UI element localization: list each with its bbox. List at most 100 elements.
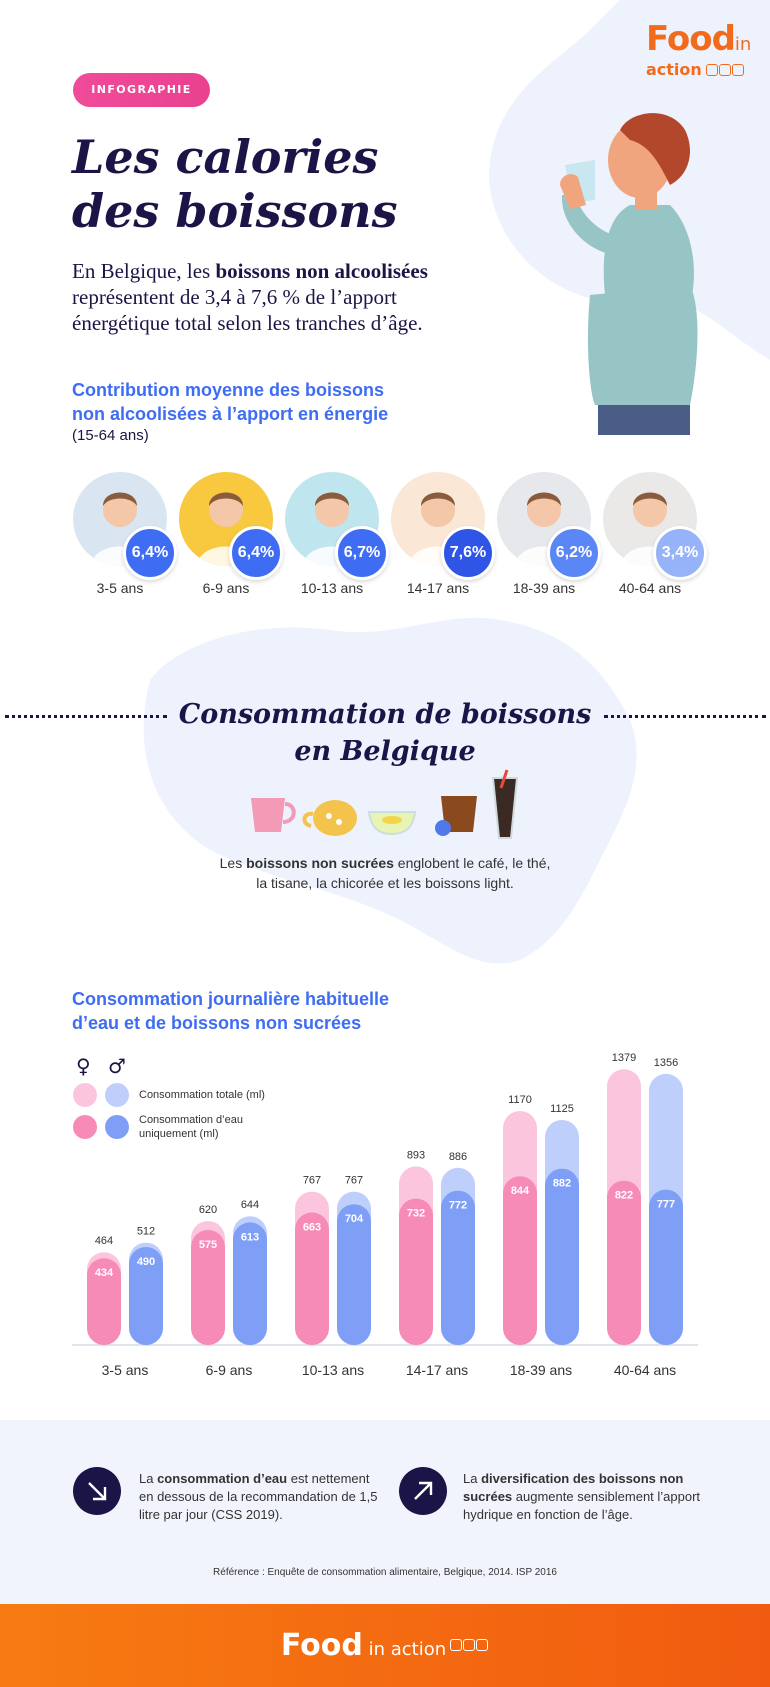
bar-male-water [441,1190,475,1345]
contribution-value-badge: 6,2% [547,526,601,580]
intro-bold: boissons non alcoolisées [215,259,428,283]
label-male-total: 644 [241,1199,259,1211]
age-label: 18-39 ans [512,580,576,596]
brand-line2: action [646,60,702,79]
notes-band [0,1420,770,1604]
brand-logo: Foodin action [646,22,751,79]
label-female-total: 893 [407,1149,425,1161]
div-note-part2: augmente sensiblement l’apport hydrique … [463,1489,701,1522]
label-female-total: 620 [199,1204,217,1216]
age-item: 6,4% 6-9 ans [179,472,285,596]
person-drinking-illustration [560,113,698,435]
water-note-part1: La [139,1471,158,1486]
bar-female-water [87,1258,121,1345]
bar-male-water [337,1204,371,1345]
x-tick-label: 40-64 ans [614,1362,676,1378]
footer-brand-name: Food [280,1628,363,1663]
bar-female-water [503,1176,537,1345]
label-female-total: 464 [95,1235,113,1247]
note-part1: Les [219,855,247,871]
age-item: 7,6% 14-17 ans [391,472,497,596]
label-male-water: 882 [553,1178,571,1190]
footer-brand-suffix: in action [368,1639,447,1660]
legend-swatch-male-water [105,1115,129,1139]
label-male-water: 613 [241,1231,259,1243]
contribution-title-line2: non alcoolisées à l’apport en énergie [72,404,389,424]
chart-title-line1: Consommation journalière habituelle [72,989,390,1009]
contribution-value-badge: 6,7% [335,526,389,580]
bar-male-water [129,1247,163,1345]
legend-swatch-female-water [73,1115,97,1139]
label-male-total: 512 [137,1226,155,1238]
label-female-total: 1170 [508,1094,532,1106]
note-part2: englobent le café, le thé, [393,855,551,871]
tea-glass-icon [367,811,417,836]
brand-name: Food [646,19,736,59]
bar-female-water [607,1180,641,1345]
consumption-title: Consommation de boissons en Belgique [0,696,770,770]
bar-male-water [649,1189,683,1345]
age-label: 14-17 ans [406,580,470,596]
label-male-water: 772 [449,1200,467,1212]
contribution-subtitle: (15-64 ans) [72,427,149,444]
diversification-note: La diversification des boissons non sucr… [463,1470,708,1524]
consumption-title-line2: en Belgique [294,736,476,767]
coffee-cup-icon [251,798,296,832]
contribution-value-badge: 7,6% [441,526,495,580]
x-tick-label: 10-13 ans [302,1362,364,1378]
label-female-water: 434 [95,1267,114,1279]
bar-female-water [295,1212,329,1345]
brand-name-suffix: in [734,34,752,55]
brand-rings-icon [705,63,745,79]
label-male-water: 704 [345,1213,364,1225]
consumption-note: Les boissons non sucrées englobent le ca… [0,853,770,893]
label-male-total: 1356 [654,1057,678,1069]
water-note-bold: consommation d’eau [157,1471,288,1486]
label-female-water: 822 [615,1190,633,1202]
child-photo [391,472,485,566]
divider-left [5,715,167,718]
legend-swatch-female-total [73,1083,97,1107]
div-note-bold: diversification des boissons non sucrées [463,1471,684,1504]
legend-water-label: Consommation d’eau uniquement (ml) [139,1113,243,1141]
title-line-2: des boissons [72,184,398,238]
label-female-total: 767 [303,1175,321,1187]
note-bold: boissons non sucrées [246,855,394,871]
chart-title: Consommation journalière habituelle d’ea… [72,987,389,1035]
bar-male-water [233,1222,267,1345]
consumption-bar-chart: 464 512 434 490 3-5 ans 620 644 575 613 6-9 ans 76… [72,1052,698,1378]
age-item: 6,7% 10-13 ans [285,472,391,596]
legend-total-label: Consommation totale (ml) [139,1089,265,1101]
contribution-title: Contribution moyenne des boissons non al… [72,378,388,426]
label-female-water: 663 [303,1221,321,1233]
water-note: La consommation d’eau est nettement en d… [139,1470,379,1524]
label-female-water: 575 [199,1239,217,1251]
drinks-illustration [251,769,519,839]
infographic-tag: INFOGRAPHIE [73,73,210,107]
age-item: 6,4% 3-5 ans [73,472,179,596]
contribution-value-badge: 6,4% [229,526,283,580]
label-male-water: 777 [657,1199,675,1211]
intro-part2: représentent de 3,4 à 7,6 % de l’apport … [72,285,423,335]
legend-water-line2: uniquement (ml) [139,1128,219,1140]
male-symbol-icon: ♂ [108,1054,126,1078]
reference: Référence : Enquête de consommation alim… [213,1567,557,1578]
chart-title-line2: d’eau et de boissons non sucrées [72,1013,362,1033]
x-tick-label: 6-9 ans [206,1362,253,1378]
divider-right [604,715,766,718]
age-label: 3-5 ans [96,580,144,596]
legend-swatch-male-total [105,1083,129,1107]
note-line2: la tisane, la chicorée et les boissons l… [256,875,514,891]
bar-male-water [545,1168,579,1345]
female-symbol-icon: ♀ [76,1054,91,1078]
legend-water-line1: Consommation d’eau [139,1114,243,1126]
label-female-water: 732 [407,1208,425,1220]
x-tick-label: 14-17 ans [406,1362,468,1378]
label-male-total: 886 [449,1151,467,1163]
page-title: Les calories des boissons [72,130,397,238]
bar-female-water [399,1198,433,1345]
consumption-title-line1: Consommation de boissons [178,699,592,730]
contribution-title-line1: Contribution moyenne des boissons [72,380,385,400]
arrow-down-right-icon [73,1467,121,1515]
x-tick-label: 18-39 ans [510,1362,572,1378]
